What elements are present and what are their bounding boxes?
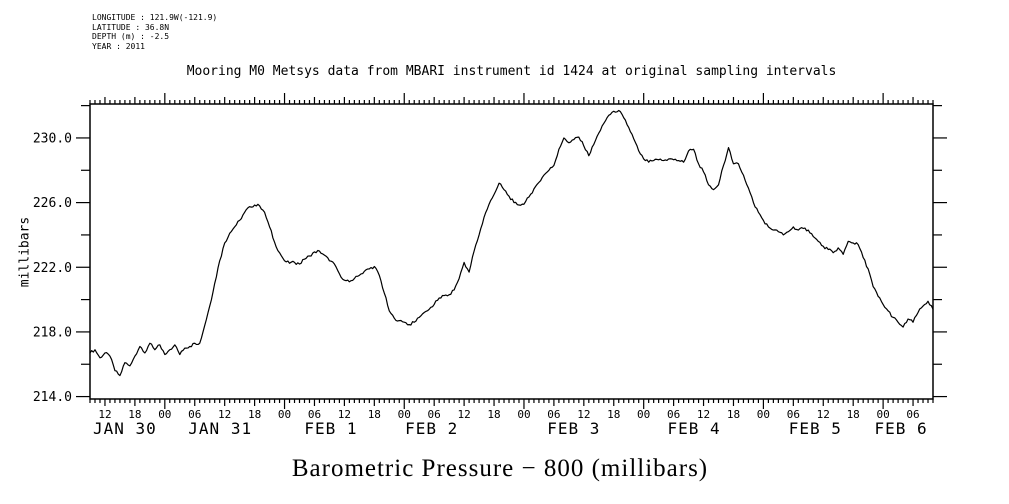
x-hour-label: 18 (607, 408, 620, 421)
x-date-label: FEB 1 (304, 419, 357, 438)
x-hour-label: 06 (667, 408, 680, 421)
x-hour-label: 00 (398, 408, 411, 421)
x-hour-label: 06 (188, 408, 201, 421)
y-tick-label: 230.0 (33, 131, 72, 146)
x-date-label: FEB 4 (667, 419, 720, 438)
y-tick-label: 226.0 (33, 196, 72, 211)
x-date-label: FEB 6 (874, 419, 927, 438)
meta-latitude: LATITUDE : 36.8N (92, 22, 170, 32)
x-date-label: FEB 2 (405, 419, 458, 438)
x-date-label: JAN 30 (93, 419, 157, 438)
y-tick-label: 214.0 (33, 390, 72, 405)
x-hour-label: 00 (637, 408, 650, 421)
x-hour-label: 18 (727, 408, 740, 421)
x-hour-label: 12 (697, 408, 710, 421)
x-date-label: FEB 5 (789, 419, 842, 438)
x-hour-label: 00 (158, 408, 171, 421)
x-hour-label: 12 (457, 408, 470, 421)
x-hour-label: 12 (218, 408, 231, 421)
x-hour-label: 18 (487, 408, 500, 421)
chart-title: Mooring M0 Metsys data from MBARI instru… (186, 64, 837, 79)
x-hour-label: 18 (847, 408, 860, 421)
x-hour-label: 18 (248, 408, 261, 421)
y-tick-label: 218.0 (33, 325, 72, 340)
x-hour-label: 00 (517, 408, 530, 421)
x-hour-label: 18 (128, 408, 141, 421)
meta-depth: DEPTH (m) : -2.5 (92, 32, 170, 41)
plot-frame (89, 103, 934, 400)
meta-year: YEAR : 2011 (92, 41, 145, 51)
x-hour-label: 06 (787, 408, 800, 421)
x-hour-label: 12 (577, 408, 590, 421)
y-tick-label: 222.0 (33, 261, 72, 276)
x-hour-label: 12 (98, 408, 111, 421)
x-axis-title: Barometric Pressure − 800 (millibars) (291, 455, 709, 482)
x-hour-label: 06 (308, 408, 321, 421)
metadata-block: LONGITUDE : 121.9W(-121.9) LATITUDE : 36… (92, 13, 217, 51)
x-hour-label: 00 (757, 408, 770, 421)
x-hour-label: 12 (338, 408, 351, 421)
x-hour-label: 00 (278, 408, 291, 421)
x-hour-label: 06 (428, 408, 441, 421)
pressure-series-line (89, 109, 934, 377)
x-hour-label: 12 (817, 408, 830, 421)
meta-longitude: LONGITUDE : 121.9W(-121.9) (92, 13, 218, 22)
x-hour-label: 06 (906, 408, 919, 421)
x-date-label: JAN 31 (188, 419, 252, 438)
x-hour-label: 00 (876, 408, 889, 421)
x-date-label: FEB 3 (547, 419, 600, 438)
x-hour-label: 18 (368, 408, 381, 421)
x-hour-label: 06 (547, 408, 560, 421)
